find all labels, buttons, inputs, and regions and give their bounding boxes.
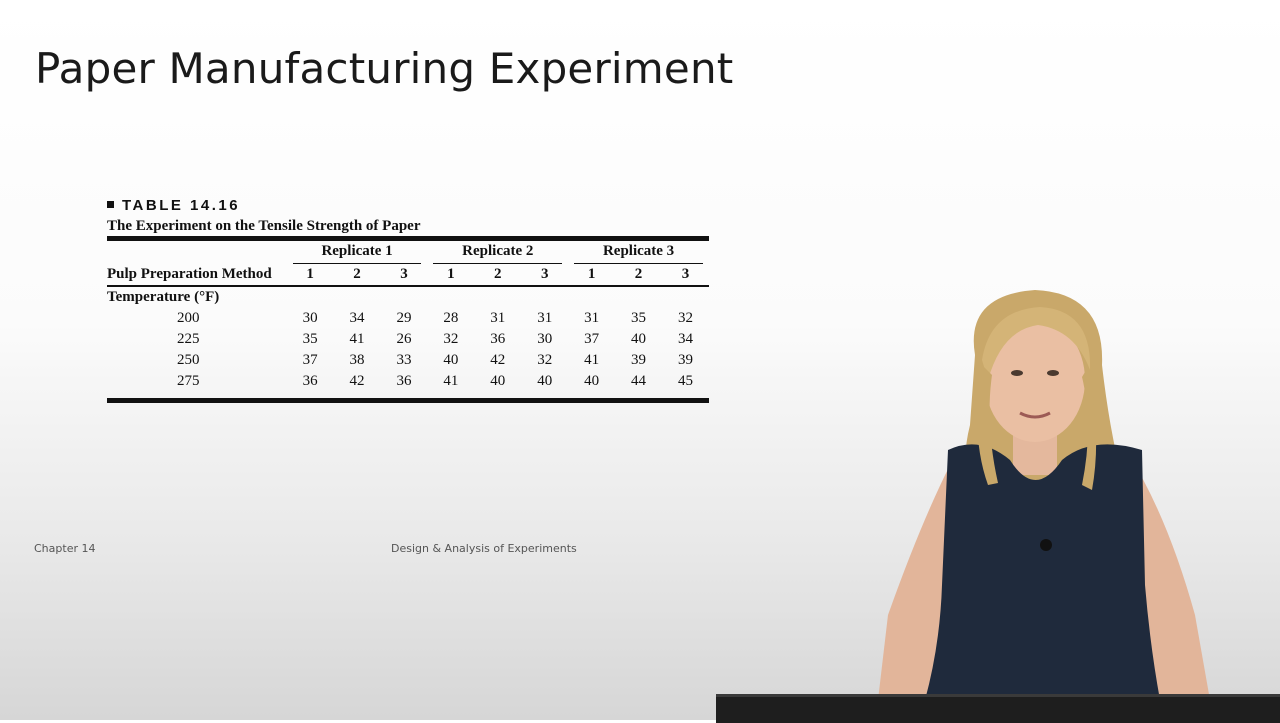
presenter-dress bbox=[925, 444, 1160, 700]
table-cell: 41 bbox=[349, 331, 365, 347]
footer-chapter: Chapter 14 bbox=[34, 542, 96, 555]
table-cell: 26 bbox=[396, 331, 412, 347]
table-cell: 45 bbox=[677, 373, 693, 389]
table-cell: 36 bbox=[490, 331, 506, 347]
table-top-rule bbox=[107, 236, 709, 241]
table-cell: 30 bbox=[537, 331, 553, 347]
temperature-header-row: Temperature (°F) bbox=[107, 287, 709, 308]
table-cell: 41 bbox=[443, 373, 459, 389]
table-cell: 40 bbox=[631, 331, 647, 347]
table-label: TABLE 14.16 bbox=[122, 197, 241, 214]
table-cell: 29 bbox=[396, 310, 412, 326]
temperature-value: 275 bbox=[177, 373, 200, 389]
temperature-value: 225 bbox=[177, 331, 200, 347]
table-bullet-icon bbox=[107, 201, 114, 208]
table-cell: 39 bbox=[631, 352, 647, 368]
table-row: 225 35 41 26 32 36 30 37 40 34 bbox=[107, 329, 709, 350]
temperature-value: 250 bbox=[177, 352, 200, 368]
table-bottom-rule bbox=[107, 398, 709, 403]
method-header-row: Pulp Preparation Method 1 2 3 1 2 3 1 2 … bbox=[107, 264, 709, 285]
podium bbox=[716, 694, 1280, 723]
table-cell: 30 bbox=[302, 310, 318, 326]
table-cell: 32 bbox=[677, 310, 693, 326]
table-cell: 40 bbox=[584, 373, 600, 389]
method-header: Pulp Preparation Method bbox=[107, 266, 272, 282]
method-number: 1 bbox=[587, 266, 596, 282]
method-number: 2 bbox=[494, 266, 502, 282]
table-cell: 32 bbox=[443, 331, 459, 347]
table-cell: 34 bbox=[349, 310, 365, 326]
table-cell: 42 bbox=[490, 352, 506, 368]
replicate-header-row: Replicate 1 Replicate 2 Replicate 3 bbox=[107, 241, 709, 264]
replicate-header: Replicate 1 bbox=[292, 241, 422, 264]
tensile-strength-table: Replicate 1 Replicate 2 Replicate 3 Pulp… bbox=[107, 241, 709, 392]
data-table-figure: TABLE 14.16 The Experiment on the Tensil… bbox=[107, 196, 709, 403]
table-cell: 31 bbox=[584, 310, 600, 326]
table-cell: 33 bbox=[396, 352, 412, 368]
temperature-value: 200 bbox=[177, 310, 200, 326]
table-cell: 40 bbox=[537, 373, 553, 389]
temperature-header: Temperature (°F) bbox=[107, 289, 220, 305]
method-number: 1 bbox=[447, 266, 455, 282]
replicate-header: Replicate 3 bbox=[574, 241, 703, 264]
table-cell: 32 bbox=[537, 352, 553, 368]
method-number: 2 bbox=[634, 266, 643, 282]
slide-title: Paper Manufacturing Experiment bbox=[35, 44, 734, 93]
table-cell: 35 bbox=[302, 331, 318, 347]
table-cell: 39 bbox=[677, 352, 693, 368]
replicate-header: Replicate 2 bbox=[433, 241, 563, 264]
table-cell: 40 bbox=[443, 352, 459, 368]
footer-course-title: Design & Analysis of Experiments bbox=[391, 542, 577, 555]
table-cell: 31 bbox=[490, 310, 506, 326]
table-row: 250 37 38 33 40 42 32 41 39 39 bbox=[107, 350, 709, 371]
presenter-video bbox=[870, 285, 1215, 705]
table-row: 200 30 34 29 28 31 31 31 35 32 bbox=[107, 308, 709, 329]
table-cell: 37 bbox=[302, 352, 318, 368]
method-number: 2 bbox=[353, 266, 361, 282]
header-rule bbox=[107, 285, 709, 287]
table-cell: 36 bbox=[302, 373, 318, 389]
lapel-mic-icon bbox=[1040, 539, 1052, 551]
presenter-figure bbox=[878, 290, 1210, 700]
table-cell: 35 bbox=[631, 310, 647, 326]
table-cell: 42 bbox=[349, 373, 365, 389]
table-cell: 28 bbox=[443, 310, 459, 326]
table-caption: The Experiment on the Tensile Strength o… bbox=[107, 218, 421, 234]
method-number: 1 bbox=[306, 266, 314, 282]
method-number: 3 bbox=[400, 266, 408, 282]
table-cell: 40 bbox=[490, 373, 506, 389]
table-row: 275 36 42 36 41 40 40 40 44 45 bbox=[107, 371, 709, 392]
table-cell: 38 bbox=[349, 352, 365, 368]
table-cell: 34 bbox=[677, 331, 693, 347]
table-cell: 44 bbox=[631, 373, 647, 389]
method-number: 3 bbox=[540, 266, 549, 282]
table-cell: 41 bbox=[584, 352, 600, 368]
table-cell: 36 bbox=[396, 373, 412, 389]
table-cell: 37 bbox=[584, 331, 600, 347]
method-number: 3 bbox=[681, 266, 690, 282]
table-cell: 31 bbox=[537, 310, 553, 326]
